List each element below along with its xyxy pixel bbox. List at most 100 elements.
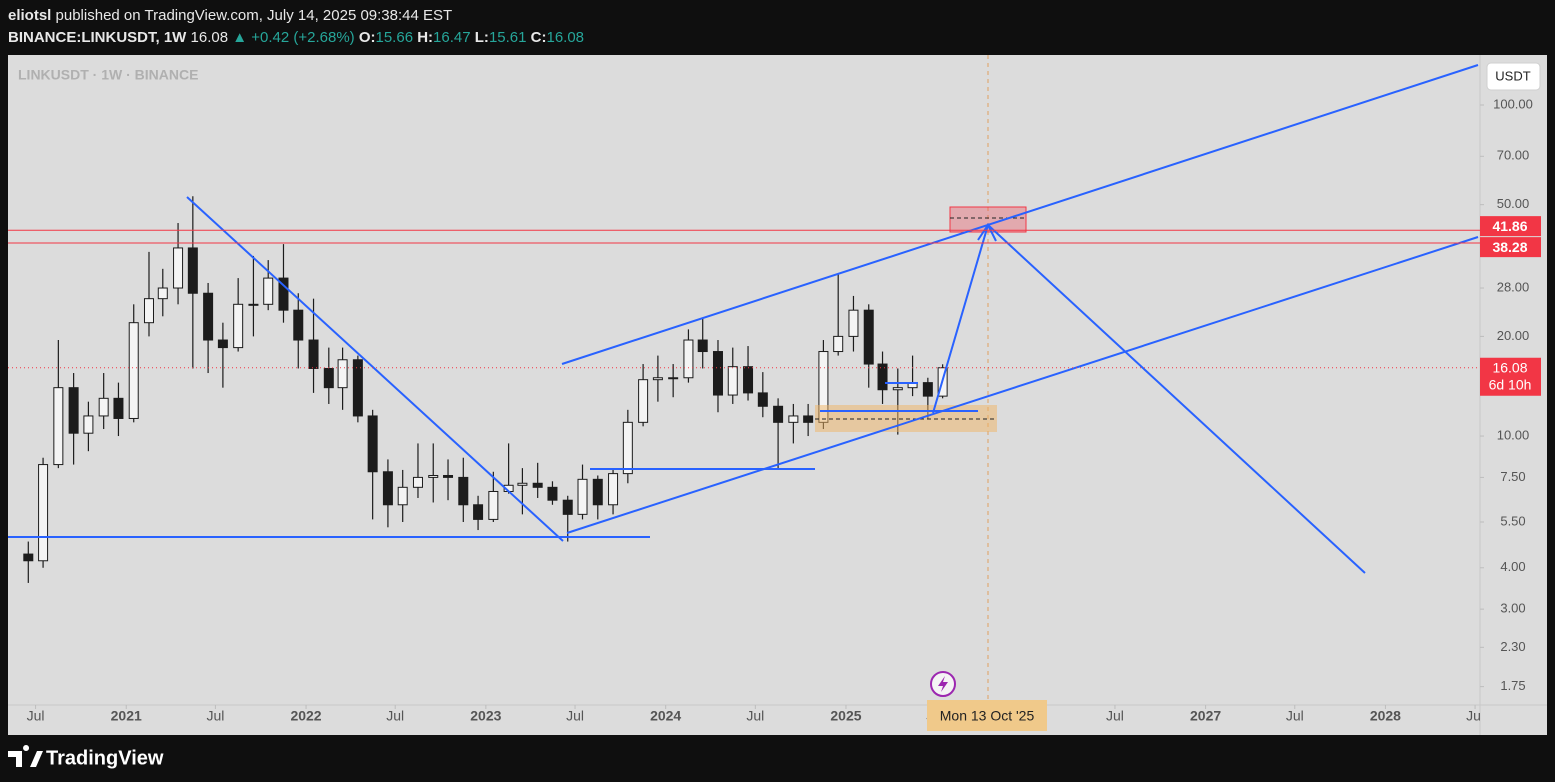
candle-body [98, 397, 109, 417]
candle-body [352, 359, 363, 417]
candle-body [863, 309, 874, 365]
y-tick-label: 1.75 [1500, 678, 1525, 693]
x-tick-label: Jul [746, 708, 764, 724]
channel-upper [561, 64, 1479, 365]
ohlc-value: 15.61 [488, 29, 527, 46]
currency: USDT [1495, 68, 1530, 83]
y-tick-label: 70.00 [1497, 148, 1530, 163]
y-tick-label: 20.00 [1497, 328, 1530, 343]
last-price-label: 16.08 [1492, 359, 1527, 375]
x-tick-label: Jul [27, 708, 45, 724]
x-tick-label: Jul [1286, 708, 1304, 724]
watermark: LINKUSDT · 1W · BINANCE [18, 67, 198, 83]
x-tick-label: Jul [1106, 708, 1124, 724]
candle-body [668, 377, 679, 380]
x-tick-label: 2021 [111, 708, 142, 724]
crosshair-date: Mon 13 Oct '25 [940, 708, 1035, 724]
y-tick-label: 28.00 [1497, 279, 1530, 294]
price-label-box [1480, 237, 1541, 258]
candle-body [293, 309, 304, 341]
candle-body [473, 504, 484, 520]
y-tick-label: 50.00 [1497, 196, 1530, 211]
y-tick-label: 100.00 [1493, 96, 1533, 111]
x-tick-label: Jul [386, 708, 404, 724]
candle-body [743, 366, 754, 394]
candle-body [337, 359, 348, 389]
x-tick-label: Jul [1466, 708, 1484, 724]
logo-text: TradingView [46, 747, 164, 769]
x-tick-label: 2023 [470, 708, 501, 724]
y-tick-label: 5.50 [1500, 513, 1525, 528]
ohlc-label: H: [417, 29, 434, 46]
candle-body [278, 277, 289, 311]
candle-body [323, 367, 334, 389]
candle-body [697, 339, 708, 353]
x-tick-label: Jul [566, 708, 584, 724]
candle-body [458, 476, 469, 506]
countdown: 6d 10h [1489, 376, 1532, 392]
candle-body [592, 478, 603, 506]
price-label-box [1480, 216, 1541, 237]
ohlc-value: 16.47 [433, 29, 471, 46]
candle-body [38, 464, 49, 562]
candle-body [562, 499, 573, 515]
x-axis: Jul 2021 Jul 2022 Jul 2023 Jul 2024 Jul 2025 Jul 20… [27, 705, 1484, 724]
candle-body [143, 298, 154, 324]
candle-body [922, 382, 933, 397]
logo: TradingView [8, 745, 164, 769]
ohlc-value: 15.66 [375, 29, 414, 46]
change: ▲ +0.42 (+2.68%) [232, 29, 355, 46]
candle-body [217, 339, 228, 349]
downtrend-line [186, 196, 564, 542]
candle-body [428, 474, 439, 478]
candle-body [622, 421, 633, 475]
candle-body [203, 292, 214, 341]
candle-body [712, 351, 723, 396]
candle-body [833, 335, 844, 353]
candle-body [773, 405, 784, 423]
ohlc-label: O: [358, 29, 376, 46]
candle-body [248, 303, 259, 306]
candle-body [83, 415, 94, 434]
y-tick-label: 7.50 [1500, 469, 1525, 484]
candle-body [443, 474, 454, 478]
candle-body [397, 486, 408, 506]
symbol-line: BINANCE:LINKUSDT, 1W 16.08 ▲ +0.42 (+2.6… [8, 29, 584, 46]
candle-body [128, 322, 139, 419]
x-tick-label: 2025 [830, 708, 861, 724]
y-tick-label: 3.00 [1500, 601, 1525, 616]
published: published on TradingView.com, July 14, 2… [55, 7, 453, 24]
candle-body [757, 392, 768, 407]
candle-body [187, 247, 198, 294]
candle-body [412, 476, 423, 488]
logo-mark [8, 745, 43, 767]
candle-body [577, 478, 588, 515]
y-tick-label: 2.30 [1500, 639, 1525, 654]
candle-body [68, 387, 79, 434]
candle-body [23, 553, 34, 562]
candle-body [263, 277, 274, 305]
projection-arrowhead [977, 223, 997, 242]
candle-body [803, 415, 814, 423]
candle-body [638, 379, 649, 423]
y-tick-label: 4.00 [1500, 559, 1525, 574]
candle-body [848, 309, 859, 337]
x-tick-label: Jul [206, 708, 224, 724]
ohlc-label: C: [530, 29, 547, 46]
candle-body [517, 482, 528, 486]
candle-body [683, 339, 694, 379]
author[interactable]: eliotsl [8, 7, 52, 24]
candle-body [877, 363, 888, 391]
candle-body [608, 473, 619, 506]
last: 16.08 [190, 29, 229, 46]
currency-button[interactable] [1486, 62, 1541, 91]
candle-body [788, 415, 799, 423]
candle-body [308, 339, 319, 369]
candle-body [53, 387, 64, 466]
events-bolt [938, 676, 948, 692]
candle-body [157, 287, 168, 300]
candle-body [173, 247, 184, 289]
crosshair-date-box [927, 700, 1047, 731]
